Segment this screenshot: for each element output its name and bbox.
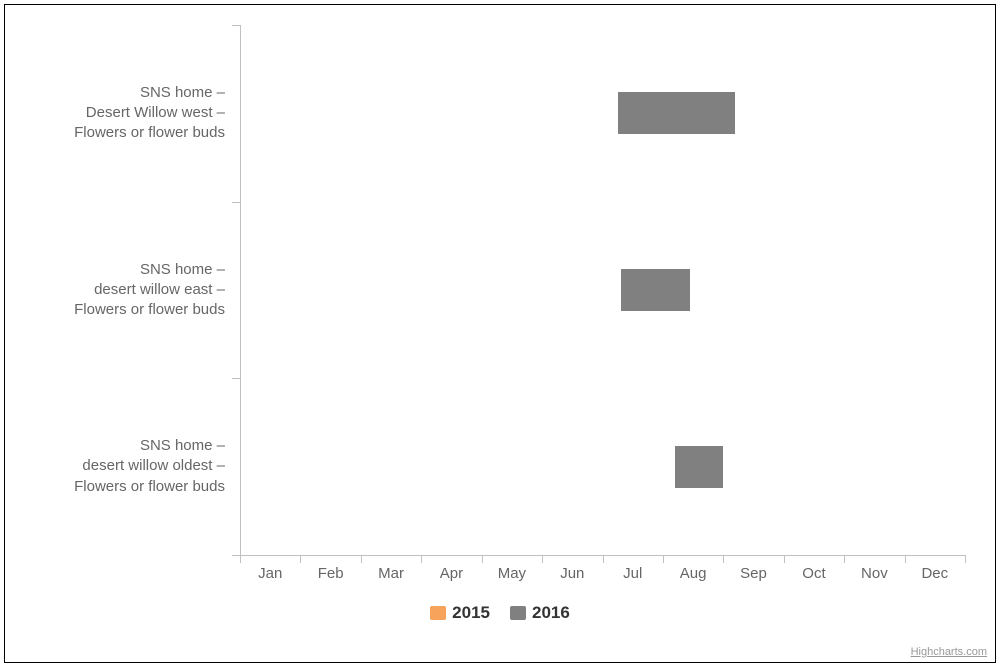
x-month-label: Nov [861,565,888,582]
y-category-label-line: SNS home – [5,436,225,456]
y-category-label-line: Flowers or flower buds [5,123,225,143]
x-month-label: May [498,565,526,582]
y-category-label-line: SNS home – [5,83,225,103]
x-month-label: Feb [318,565,344,582]
y-tick [232,202,240,203]
y-tick [232,25,240,26]
y-category-label: SNS home –Desert Willow west –Flowers or… [5,83,225,144]
chart-container: SNS home –Desert Willow west –Flowers or… [4,4,996,663]
x-month-label: Jan [258,565,282,582]
y-tick [232,378,240,379]
y-tick [232,555,240,556]
legend-swatch [510,606,526,620]
x-month-label: Jun [560,565,584,582]
x-tick [300,555,301,563]
x-tick [844,555,845,563]
x-month-label: Jul [623,565,642,582]
x-month-label: Mar [378,565,404,582]
y-category-label: SNS home –desert willow east –Flowers or… [5,260,225,321]
y-category-label-line: desert willow oldest – [5,456,225,476]
plot-area [240,25,965,555]
y-category-label-line: desert willow east – [5,280,225,300]
x-tick [542,555,543,563]
legend-item[interactable]: 2015 [430,603,490,623]
legend-label: 2016 [532,603,570,623]
y-category-label-line: Desert Willow west – [5,103,225,123]
legend-item[interactable]: 2016 [510,603,570,623]
x-tick [663,555,664,563]
y-category-label-line: Flowers or flower buds [5,300,225,320]
credits-link[interactable]: Highcharts.com [911,646,987,658]
legend-label: 2015 [452,603,490,623]
y-category-label-line: Flowers or flower buds [5,477,225,497]
x-tick [723,555,724,563]
x-tick [240,555,241,563]
x-tick [421,555,422,563]
x-tick [482,555,483,563]
range-bar[interactable] [618,92,736,134]
x-tick [784,555,785,563]
y-category-label: SNS home –desert willow oldest –Flowers … [5,436,225,497]
y-category-label-line: SNS home – [5,260,225,280]
x-month-label: Aug [680,565,707,582]
x-tick [965,555,966,563]
legend-swatch [430,606,446,620]
x-tick [603,555,604,563]
x-month-label: Oct [802,565,825,582]
x-tick [905,555,906,563]
range-bar[interactable] [675,446,723,488]
x-tick [361,555,362,563]
range-bar[interactable] [621,269,690,311]
x-month-label: Dec [921,565,948,582]
x-month-label: Apr [440,565,463,582]
legend: 2015 2016 [5,603,995,625]
x-month-label: Sep [740,565,767,582]
